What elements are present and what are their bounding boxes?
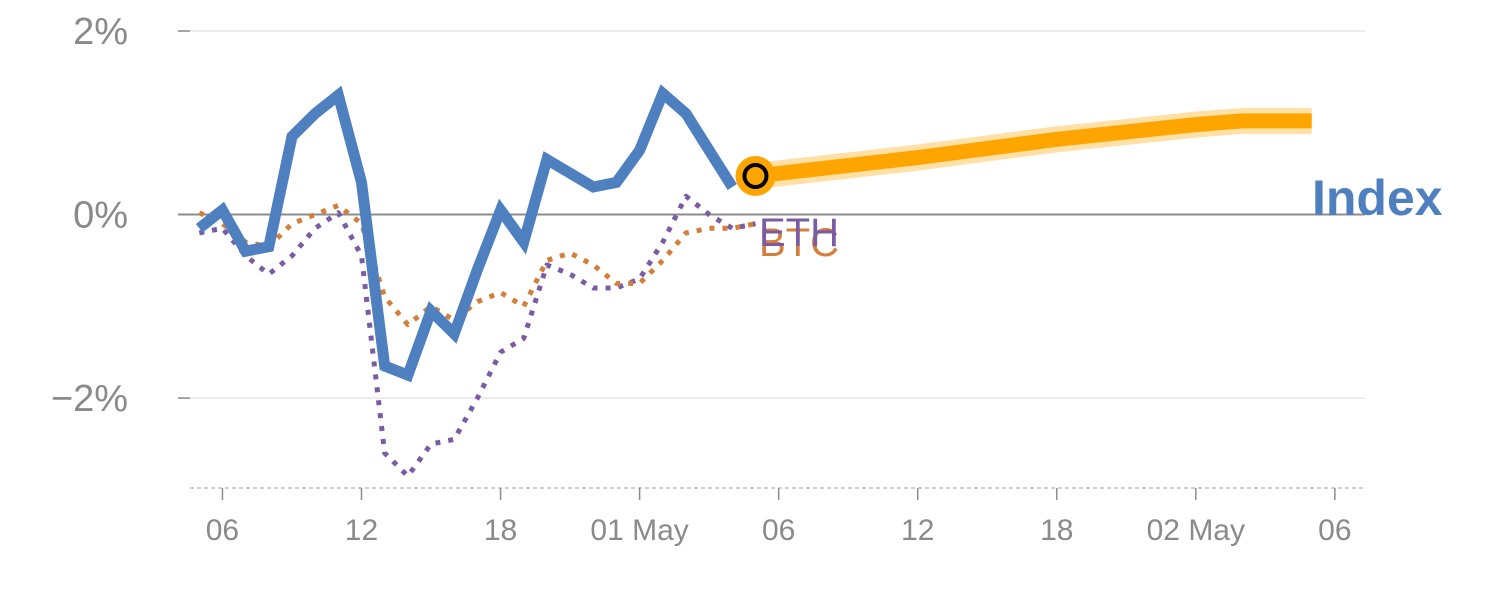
forecast-band — [754, 113, 1312, 184]
series-group — [195, 84, 1312, 479]
series-label-eth: ETH — [759, 211, 839, 255]
x-tick-label: 06 — [1318, 514, 1351, 547]
x-tick-label: 01 May — [590, 514, 688, 547]
series-line-index — [195, 84, 737, 383]
x-tick-label: 06 — [206, 514, 239, 547]
series-line-eth — [198, 193, 756, 479]
x-tick-label: 06 — [762, 514, 795, 547]
marker-inner — [742, 163, 769, 189]
x-tick-label: 02 May — [1147, 514, 1245, 547]
series-label-btc: BTC — [759, 221, 839, 265]
grid — [178, 30, 1365, 399]
x-tick-label: 18 — [484, 514, 517, 547]
x-tick-label: 18 — [1040, 514, 1073, 547]
y-tick-label: 2% — [73, 11, 128, 53]
x-tick-label: 12 — [345, 514, 378, 547]
y-tick-label: −2% — [51, 378, 128, 420]
y-axis: 2% 0% −2% — [51, 11, 128, 420]
x-tick-label: 12 — [901, 514, 934, 547]
series-label-index: Index — [1312, 170, 1443, 226]
series-line-btc — [198, 202, 756, 328]
current-point-marker — [735, 156, 776, 196]
y-tick-label: 0% — [73, 195, 128, 237]
x-axis: 06 12 18 01 May 06 12 18 02 May 06 — [190, 487, 1365, 547]
